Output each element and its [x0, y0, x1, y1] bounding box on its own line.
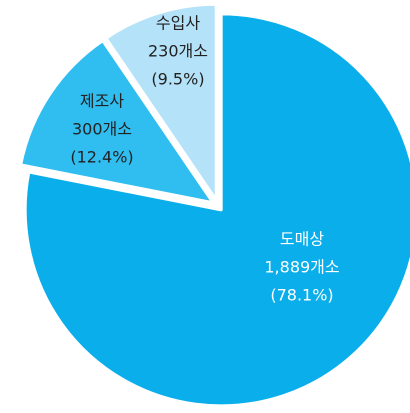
slice-label: 300개소 [72, 120, 132, 139]
slice-label: 제조사 [80, 92, 124, 111]
pie-slice [19, 39, 215, 205]
pie-slice [23, 12, 410, 408]
slice-label: (78.1%) [270, 286, 333, 305]
pie-slice [104, 2, 218, 202]
slice-label: (9.5%) [151, 70, 204, 89]
slice-label: 230개소 [148, 42, 208, 61]
slice-label: 수입사 [156, 14, 200, 33]
slice-label: 1,889개소 [264, 258, 339, 277]
slice-label: 도매상 [280, 230, 324, 249]
slice-label: (12.4%) [70, 148, 133, 167]
